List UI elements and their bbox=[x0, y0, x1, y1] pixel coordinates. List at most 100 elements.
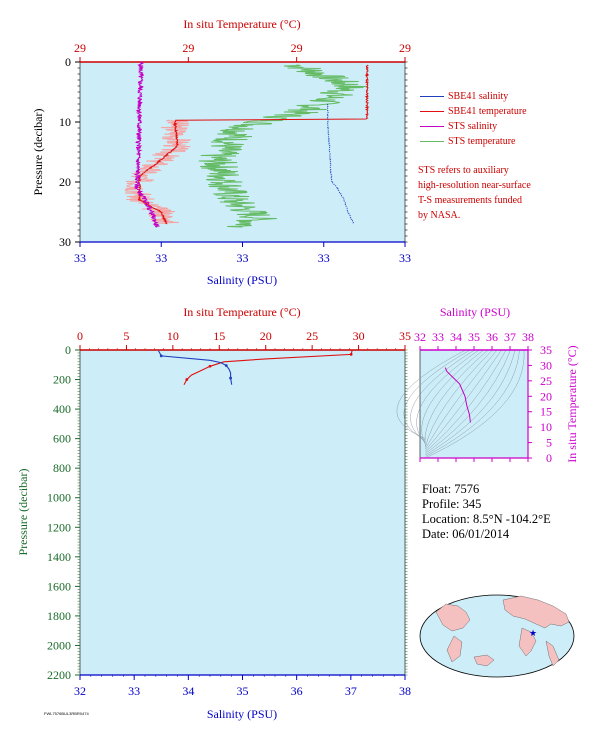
density-contour bbox=[425, 349, 507, 453]
top-tick-label: 29 bbox=[182, 41, 194, 55]
legend-label: SBE41 salinity bbox=[448, 91, 509, 102]
legend-item: SBE41 temperature bbox=[420, 104, 527, 119]
top-tick-label: 29 bbox=[399, 41, 411, 55]
bottom-tick-label: 37 bbox=[345, 684, 357, 698]
bottom-tick-label: 35 bbox=[237, 684, 249, 698]
y-tick-label: 1600 bbox=[47, 579, 71, 593]
density-contour bbox=[396, 349, 466, 439]
temperature-point bbox=[349, 353, 353, 356]
y-tick-label: 0 bbox=[65, 55, 71, 69]
right-tick-label: 0 bbox=[546, 451, 552, 465]
plot-area bbox=[79, 61, 406, 243]
sts-note: STS refers to auxiliary high-resolution … bbox=[418, 163, 531, 223]
top-tick-label: 37 bbox=[504, 330, 516, 344]
bottom-tick-label: 33 bbox=[128, 684, 140, 698]
right-tick-label: 20 bbox=[540, 389, 552, 403]
bottom-tick-label: 38 bbox=[399, 684, 411, 698]
right-tick-label: 30 bbox=[540, 358, 552, 372]
density-contour bbox=[425, 349, 516, 456]
density-contour bbox=[425, 349, 502, 451]
density-contours bbox=[396, 349, 525, 459]
temperature-point bbox=[185, 378, 189, 381]
sts-salinity-line bbox=[133, 61, 161, 228]
y-tick-label: 20 bbox=[59, 175, 71, 189]
top-tick-label: 35 bbox=[399, 329, 411, 343]
series-layer bbox=[158, 350, 353, 385]
ts-line bbox=[444, 367, 471, 423]
density-contour bbox=[416, 349, 480, 444]
top-tick-label: 36 bbox=[486, 330, 498, 344]
footer-id: FWL7576BUL3RBR0474 bbox=[44, 711, 89, 716]
series-layer bbox=[444, 367, 471, 423]
legend-swatch bbox=[420, 111, 444, 112]
density-contour bbox=[421, 349, 484, 445]
top-tick-label: 32 bbox=[414, 330, 426, 344]
bottom-axis-title: Salinity (PSU) bbox=[207, 273, 277, 287]
bottom-tick-label: 33 bbox=[318, 251, 330, 265]
temperature-point bbox=[208, 364, 212, 368]
density-contour bbox=[425, 349, 493, 448]
y-axis-title: Pressure (decibar) bbox=[31, 109, 45, 196]
density-contour bbox=[425, 349, 525, 459]
axis-ticks: 29 29 29 29 33 33 33 33 33 0 10 20 30 bbox=[59, 41, 411, 265]
landmass bbox=[435, 595, 570, 667]
top-tick-label: 30 bbox=[353, 329, 365, 343]
top-axis-title: In situ Temperature (°C) bbox=[183, 17, 300, 31]
legend-item: SBE41 salinity bbox=[420, 89, 527, 104]
legend-label: STS temperature bbox=[448, 136, 516, 147]
bottom-tick-label: 33 bbox=[237, 251, 249, 265]
top-tick-label: 33 bbox=[432, 330, 444, 344]
bottom-tick-label: 33 bbox=[74, 251, 86, 265]
y-tick-label: 800 bbox=[53, 461, 71, 475]
density-contour bbox=[403, 349, 471, 441]
float-id: Float: 7576 bbox=[422, 482, 480, 496]
sts-temperature-shaded-line bbox=[124, 119, 192, 225]
y-tick-label: 30 bbox=[59, 235, 71, 249]
note-line: STS refers to auxiliary bbox=[418, 165, 509, 176]
y-tick-label: 0 bbox=[65, 343, 71, 357]
right-tick-label: 25 bbox=[540, 374, 552, 388]
axis-ticks: 0 5 10 15 20 25 30 35 32 33 34 35 36 37 38 0 200 400 600 80… bbox=[47, 329, 411, 698]
y-axis-title: Pressure (decibar) bbox=[16, 469, 30, 556]
y-tick-label: 1200 bbox=[47, 520, 71, 534]
series-layer bbox=[124, 61, 370, 228]
top-tick-label: 29 bbox=[291, 41, 303, 55]
top-tick-label: 15 bbox=[213, 329, 225, 343]
top-tick-label: 10 bbox=[167, 329, 179, 343]
top-tick-label: 35 bbox=[468, 330, 480, 344]
right-axis-title: In situ Temperature (°C) bbox=[565, 345, 579, 462]
y-tick-label: 200 bbox=[53, 373, 71, 387]
legend-item: STS temperature bbox=[420, 134, 527, 149]
ts-diagram: Salinity (PSU) In situ Temperature (°C) … bbox=[396, 305, 579, 465]
density-contour bbox=[425, 349, 498, 450]
y-tick-label: 1800 bbox=[47, 609, 71, 623]
note-line: T-S measurements funded bbox=[418, 195, 523, 206]
legend-item: STS salinity bbox=[420, 119, 527, 134]
note-line: high-resolution near-surface bbox=[418, 180, 531, 191]
plot-area bbox=[419, 349, 529, 459]
density-contour bbox=[425, 349, 511, 454]
legend: SBE41 salinity SBE41 temperature STS sal… bbox=[420, 89, 527, 149]
y-tick-label: 2000 bbox=[47, 638, 71, 652]
density-contour bbox=[410, 349, 475, 442]
bottom-tick-label: 36 bbox=[291, 684, 303, 698]
location: Location: 8.5°N -104.2°E bbox=[422, 512, 551, 526]
top-tick-label: 34 bbox=[450, 330, 462, 344]
top-tick-label: 0 bbox=[77, 329, 83, 343]
profile-number: Profile: 345 bbox=[422, 497, 482, 511]
top-tick-label: 38 bbox=[522, 330, 534, 344]
density-contour bbox=[425, 349, 520, 457]
salinity-point bbox=[224, 364, 228, 367]
legend-swatch bbox=[420, 126, 444, 127]
top-tick-label: 20 bbox=[260, 329, 272, 343]
legend-label: SBE41 temperature bbox=[448, 106, 527, 117]
salinity-point bbox=[159, 354, 163, 358]
top-tick-label: 25 bbox=[306, 329, 318, 343]
near-surface-chart: In situ Temperature (°C) Salinity (PSU) … bbox=[31, 17, 411, 287]
y-tick-label: 2200 bbox=[47, 668, 71, 682]
bottom-axis-title: Salinity (PSU) bbox=[207, 707, 277, 721]
density-contour bbox=[424, 349, 489, 447]
bottom-tick-label: 34 bbox=[182, 684, 194, 698]
